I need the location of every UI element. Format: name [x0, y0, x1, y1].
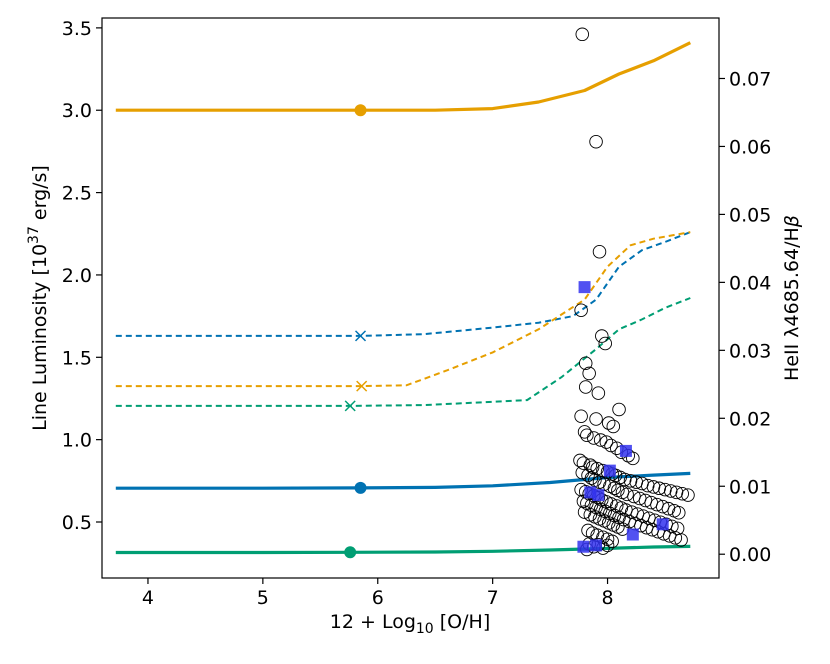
observed-square: [577, 540, 590, 553]
y-right-tick-label: 0.06: [729, 136, 771, 158]
observed-point: [663, 484, 678, 498]
observed-point: [675, 486, 689, 501]
orange-heii-ratio-cross-marker: [356, 380, 368, 392]
y-right-tick-label: 0.03: [729, 340, 771, 362]
observed-point: [652, 481, 667, 496]
y-right-axis-ticks: 0.00 0.01 0.02 0.03 0.04 0.05 0.06 0.07: [719, 68, 771, 566]
observed-point: [623, 474, 638, 488]
plot-frame: [101, 17, 720, 579]
observed-point: [672, 506, 686, 520]
observed-point: [604, 438, 618, 453]
y-right-tick-label: 0.02: [729, 408, 771, 430]
observed-point: [620, 487, 634, 502]
x-axis-ticks: 4 5 6 7 8: [142, 578, 614, 609]
orange-luminosity-dot-marker: [354, 104, 367, 117]
green-luminosity-line: [115, 544, 691, 555]
observed-point: [593, 433, 608, 447]
orange-heii-ratio-line: [115, 231, 691, 388]
observed-point: [674, 533, 688, 547]
observed-point: [591, 386, 606, 400]
observed-point: [577, 425, 592, 439]
green-luminosity-dot-marker: [344, 546, 357, 559]
observed-point: [607, 481, 622, 496]
observed-point: [618, 472, 632, 487]
observed-point: [592, 245, 607, 259]
observed-square: [590, 539, 603, 552]
observed-point: [658, 482, 672, 497]
green-heii-ratio-cross-marker: [344, 400, 356, 412]
green-heii-ratio-line: [115, 297, 691, 407]
observed-point: [669, 485, 684, 500]
observed-point: [576, 456, 591, 470]
observed-point: [668, 531, 683, 545]
observed-point: [598, 336, 613, 351]
y-right-axis-label: HeII λ4685.64/Hβ: [781, 215, 803, 381]
observed-point: [661, 501, 676, 516]
observed-square: [578, 281, 591, 294]
observed-point: [574, 409, 588, 424]
observed-point: [641, 478, 655, 493]
blue-heii-ratio-line: [115, 231, 691, 337]
observed-square: [584, 486, 597, 499]
blue-luminosity-dot-marker: [354, 481, 367, 494]
observed-point: [646, 480, 661, 494]
blue-heii-ratio-cross-marker: [354, 330, 367, 342]
observed-point: [574, 303, 588, 317]
y-left-tick-label: 1.0: [62, 430, 92, 452]
x-tick-label: 5: [257, 587, 269, 609]
observed-point: [595, 329, 609, 343]
observed-point: [578, 380, 593, 394]
observed-point: [584, 471, 599, 485]
plot-background: [102, 18, 719, 578]
x-tick-label: 7: [487, 587, 499, 609]
y-left-axis-ticks: 0.5 1.0 1.5 2.0 2.5 3.0 3.5: [62, 18, 102, 534]
y-left-tick-label: 0.5: [62, 512, 92, 534]
observed-point: [587, 431, 601, 445]
x-tick-label: 4: [142, 587, 154, 609]
y-left-axis-label: Line Luminosity [1037 erg/s]: [26, 165, 51, 431]
x-tick-label: 8: [602, 587, 614, 609]
y-right-tick-label: 0.05: [729, 204, 771, 226]
y-left-tick-label: 1.5: [62, 347, 92, 369]
observed-point: [605, 534, 619, 549]
y-left-tick-label: 2.5: [62, 183, 92, 205]
observed-square: [626, 528, 639, 541]
observed-square: [603, 464, 616, 477]
observed-point: [681, 488, 695, 502]
observed-point: [606, 419, 621, 434]
y-right-tick-label: 0.00: [729, 544, 771, 566]
observed-point: [581, 468, 595, 483]
observed-point: [626, 451, 640, 466]
y-left-tick-label: 2.0: [62, 265, 92, 287]
points-layer: [573, 27, 695, 557]
y-right-tick-label: 0.01: [729, 476, 771, 498]
observed-point: [575, 27, 590, 42]
observed-point: [582, 366, 596, 381]
observed-point: [589, 134, 603, 149]
observed-point: [589, 412, 603, 426]
x-tick-label: 6: [372, 587, 384, 609]
y-left-tick-label: 3.0: [62, 100, 92, 122]
observed-point: [578, 356, 593, 370]
series-layer: [115, 41, 692, 559]
observed-point: [581, 523, 595, 538]
y-right-tick-label: 0.04: [729, 272, 771, 294]
observed-point: [612, 402, 626, 417]
orange-luminosity-line: [115, 41, 692, 112]
observed-point: [599, 435, 614, 449]
observed-point: [601, 416, 616, 430]
observed-square: [619, 444, 632, 457]
y-right-tick-label: 0.07: [729, 68, 771, 90]
y-left-tick-label: 3.5: [62, 18, 92, 40]
x-axis-label: 12 + Log10 [O/H]: [330, 611, 490, 637]
observed-square: [656, 518, 669, 531]
observed-point: [580, 428, 594, 443]
observed-point: [576, 494, 591, 508]
